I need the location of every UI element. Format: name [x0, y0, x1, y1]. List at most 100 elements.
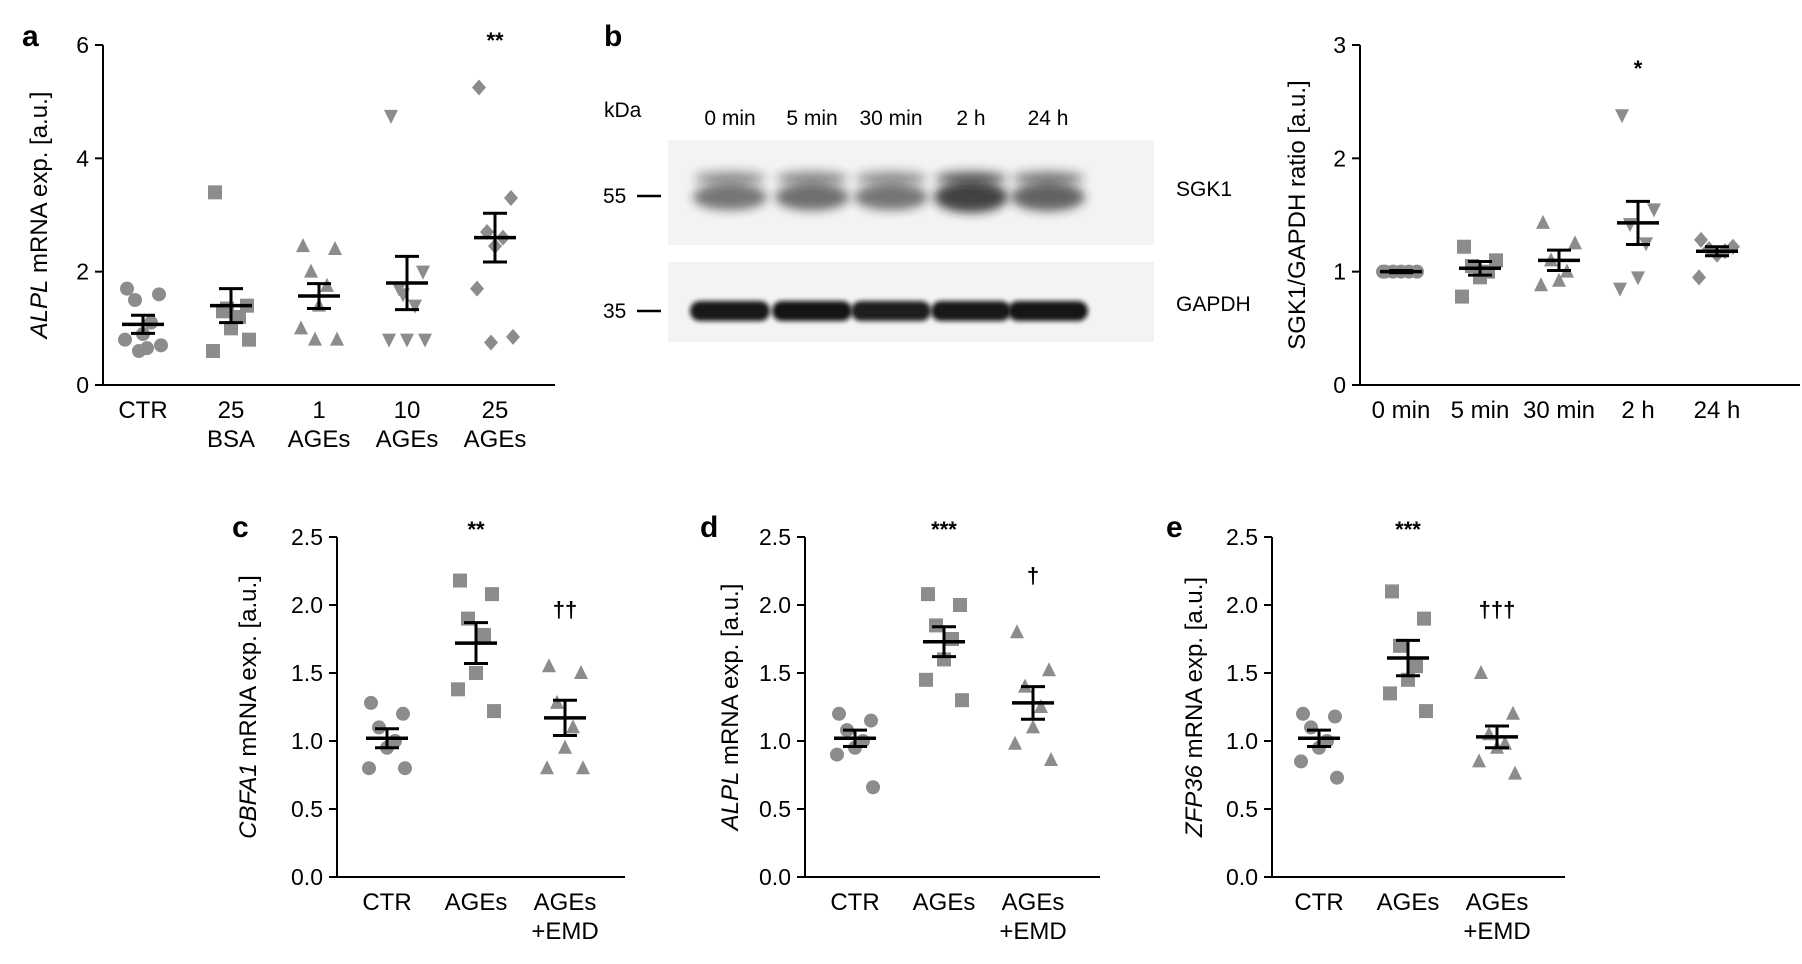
- data-point: [1008, 735, 1022, 750]
- data-point: [1623, 218, 1637, 233]
- x-tick-label: AGEs: [913, 889, 976, 916]
- data-point: [469, 666, 483, 680]
- data-point: [1552, 272, 1566, 287]
- data-point: [384, 109, 398, 124]
- y-axis-label-text: SGK1/GAPDH ratio [a.u.]: [1284, 80, 1311, 349]
- y-axis-label: SGK1/GAPDH ratio [a.u.]: [1284, 80, 1311, 349]
- x-tick-label-line2: AGEs: [464, 426, 527, 453]
- lane-label: 5 min: [786, 107, 837, 130]
- y-axis-label: ALPL mRNA exp. [a.u.]: [717, 584, 744, 833]
- data-point: [120, 281, 134, 296]
- sgk1-band: [854, 183, 928, 211]
- x-tick-label-line2: +EMD: [531, 918, 598, 945]
- x-tick-label: AGEs: [1002, 889, 1065, 916]
- data-point: [1615, 109, 1629, 124]
- x-tick-label: AGEs: [1466, 889, 1529, 916]
- y-tick-label: 1: [1333, 259, 1346, 285]
- data-point: [400, 333, 414, 348]
- y-axis-label-text: mRNA exp. [a.u.]: [26, 92, 53, 280]
- data-point: [308, 331, 322, 346]
- gapdh-band: [931, 301, 1011, 321]
- y-tick-label: 1.0: [759, 728, 791, 754]
- data-point: [232, 310, 246, 324]
- x-tick-label: 25: [482, 397, 509, 424]
- y-tick-label: 2.0: [1226, 592, 1258, 618]
- x-tick-label-line2: AGEs: [376, 426, 439, 453]
- sgk1-band: [1011, 182, 1085, 212]
- y-tick-label: 4: [76, 145, 89, 171]
- y-tick-label: 2.0: [291, 592, 323, 618]
- x-tick-label: AGEs: [1377, 889, 1440, 916]
- data-point: [208, 185, 222, 200]
- panel-letter-a: a: [22, 20, 39, 53]
- data-point: [206, 344, 220, 358]
- data-point: [558, 739, 572, 754]
- x-tick-label-line2: AGEs: [288, 426, 351, 453]
- data-point: [1508, 765, 1522, 780]
- data-point: [1694, 231, 1708, 248]
- data-point: [866, 780, 880, 795]
- significance-marker: †: [1027, 563, 1039, 588]
- data-point: [453, 573, 467, 588]
- data-point: [542, 658, 556, 673]
- y-axis-label-text: mRNA exp. [a.u.]: [1181, 577, 1208, 765]
- data-point: [1330, 770, 1344, 785]
- significance-marker: ††: [553, 597, 577, 622]
- data-point: [1536, 214, 1550, 229]
- y-tick-label: 0.5: [759, 796, 791, 822]
- y-axis-label: CBFA1 mRNA exp. [a.u.]: [235, 575, 262, 839]
- x-tick-label: CTR: [118, 397, 167, 424]
- data-point: [953, 598, 967, 612]
- x-tick-label: 25: [218, 397, 245, 424]
- data-point: [576, 760, 590, 775]
- data-point: [224, 321, 238, 336]
- data-point: [364, 695, 378, 710]
- sgk1-band: [775, 183, 849, 211]
- sgk1-band: [693, 183, 767, 211]
- data-point: [451, 682, 465, 697]
- data-point: [1034, 699, 1048, 713]
- y-axis-label-gene: ALPL: [26, 280, 53, 341]
- data-point: [1474, 665, 1488, 679]
- y-axis-label-text: mRNA exp. [a.u.]: [235, 575, 262, 763]
- y-tick-label: 2.0: [759, 592, 791, 618]
- y-tick-label: 2: [76, 259, 89, 285]
- data-point: [1294, 754, 1308, 769]
- x-tick-label: 0 min: [1372, 397, 1431, 424]
- x-tick-label: CTR: [362, 889, 411, 916]
- western-blot: kDa 55 35 SGK1 GAPDH 0 min 5 min 30 min 2 h…: [603, 99, 1251, 342]
- marker-55-label: 55: [603, 185, 626, 208]
- data-point: [550, 694, 564, 709]
- data-point: [1692, 269, 1706, 286]
- data-point: [1417, 611, 1431, 626]
- y-tick-label: 2.5: [291, 524, 323, 550]
- data-point: [540, 760, 554, 775]
- data-point: [832, 706, 846, 721]
- significance-marker: ***: [1395, 517, 1421, 542]
- gapdh-band: [690, 301, 770, 321]
- y-tick-label: 1.5: [759, 660, 791, 686]
- data-point: [919, 672, 933, 687]
- y-tick-label: 3: [1333, 32, 1346, 58]
- data-point: [477, 627, 491, 642]
- x-tick-label: 10: [394, 397, 421, 424]
- data-point: [1383, 686, 1397, 701]
- y-tick-label: 1.5: [291, 660, 323, 686]
- data-point: [328, 241, 342, 255]
- data-point: [1296, 706, 1310, 721]
- gapdh-band: [851, 301, 931, 321]
- sgk1-band: [934, 181, 1008, 213]
- panel-letter-e: e: [1166, 511, 1183, 544]
- data-point: [1631, 271, 1645, 286]
- x-tick-label-line2: +EMD: [999, 918, 1066, 945]
- data-point: [296, 238, 310, 253]
- data-point: [1489, 253, 1503, 268]
- data-point: [408, 299, 422, 314]
- data-point: [1472, 753, 1486, 768]
- panel-letter-c: c: [232, 511, 249, 544]
- data-point: [154, 338, 168, 353]
- y-axis-label-gene: ALPL: [717, 772, 744, 833]
- data-point: [416, 265, 430, 280]
- data-point: [1457, 239, 1471, 254]
